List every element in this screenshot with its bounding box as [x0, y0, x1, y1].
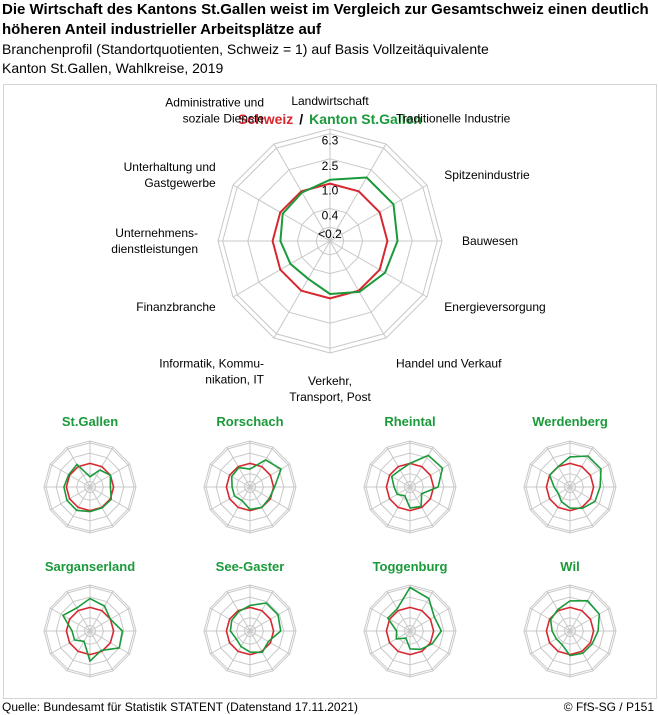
region-title: See-Gaster — [216, 559, 285, 574]
region-title: Sarganserland — [45, 559, 135, 574]
chart-subtitle-2: Kanton St.Gallen, Wahlkreise, 2019 — [2, 60, 224, 76]
region-chart: Toggenburg — [363, 559, 457, 678]
scale-tick-label: 6.3 — [322, 134, 339, 148]
region-title: Rheintal — [384, 414, 435, 429]
grid-spoke — [329, 143, 387, 242]
legend-schweiz: Schweiz — [238, 111, 293, 127]
series-line-region — [390, 454, 444, 509]
region-title: St.Gallen — [62, 414, 118, 429]
series-line-schweiz — [225, 606, 275, 656]
grid-spoke — [329, 240, 428, 298]
axis-label: Informatik, Kommu-nikation, IT — [159, 356, 264, 386]
series-line-schweiz — [385, 462, 435, 512]
legend: Schweiz / Kanton St.Gallen — [238, 111, 422, 127]
region-chart: Werdenberg — [523, 414, 617, 534]
chart-subtitle: Branchenprofil (Standortquotienten, Schw… — [2, 41, 489, 57]
axis-label: Unterhaltung und Gastgewerbe — [124, 160, 216, 190]
legend-kanton: Kanton St.Gallen — [309, 111, 422, 127]
chart-title: Die Wirtschaft des Kantons St.Gallen wei… — [2, 1, 649, 38]
series-line-region — [548, 455, 602, 510]
region-chart: Wil — [523, 559, 617, 678]
scale-tick-label: 1.0 — [322, 184, 339, 198]
axis-label: Finanzbranche — [136, 300, 216, 314]
region-chart: St.Gallen — [43, 414, 137, 534]
scale-tick-label: 2.5 — [322, 159, 339, 173]
grid-spoke — [329, 184, 428, 242]
series-line-region — [549, 599, 601, 657]
source-note: Quelle: Bundesamt für Statistik STATENT … — [2, 700, 358, 714]
axis-label: Bauwesen — [462, 234, 518, 248]
region-chart: Rheintal — [363, 414, 457, 534]
series-line-kanton — [279, 176, 399, 295]
series-line-region — [62, 597, 124, 662]
axis-label: Energieversorgung — [444, 300, 545, 314]
region-chart: See-Gaster — [203, 559, 297, 678]
region-title: Wil — [560, 559, 579, 574]
radar-charts: Schweiz / Kanton St.Gallen 6.3 2.5 1.0 0.4 <0.… — [43, 94, 617, 678]
grid-spoke — [329, 240, 387, 339]
axis-label: Verkehr, Transport, Post — [289, 374, 371, 404]
axis-label: Landwirtschaft — [291, 94, 369, 108]
copyright: © FfS-SG / P151 — [563, 700, 654, 714]
chart-panel: Schweiz / Kanton St.Gallen 6.3 2.5 1.0 0.4 <0.… — [3, 84, 657, 699]
region-chart: Sarganserland — [43, 559, 137, 678]
scale-tick-label: <0.2 — [318, 227, 342, 241]
axis-label: Spitzenindustrie — [444, 168, 530, 182]
axis-label: Unternehmens-dienstleistungen — [111, 226, 198, 256]
region-radars: St.Gallen Rorschach Rheintal Werdenberg Sarg… — [43, 414, 617, 678]
scale-tick-label: 0.4 — [322, 208, 339, 222]
series-line-region — [229, 602, 282, 654]
grid-spoke — [232, 240, 331, 298]
series-line-schweiz — [271, 182, 389, 300]
series-line-region — [63, 463, 113, 513]
region-title: Werdenberg — [532, 414, 608, 429]
axis-label: Traditionelle Industrie — [396, 112, 511, 126]
series-line-schweiz — [225, 462, 275, 512]
series-line-region — [386, 586, 443, 651]
series-line-schweiz — [385, 606, 435, 656]
region-title: Rorschach — [216, 414, 283, 429]
region-title: Toggenburg — [373, 559, 448, 574]
region-chart: Rorschach — [203, 414, 297, 534]
axis-label: Handel und Verkauf — [396, 356, 502, 370]
grid-spoke — [273, 240, 331, 339]
axis-label: Administrative und soziale Dienste — [165, 96, 264, 126]
series-line-region — [230, 459, 282, 511]
main-radar: 6.3 2.5 1.0 0.4 <0.2 Landwirtschaft Traditione… — [111, 94, 545, 404]
grid-spoke — [232, 184, 331, 242]
legend-separator: / — [299, 111, 303, 127]
